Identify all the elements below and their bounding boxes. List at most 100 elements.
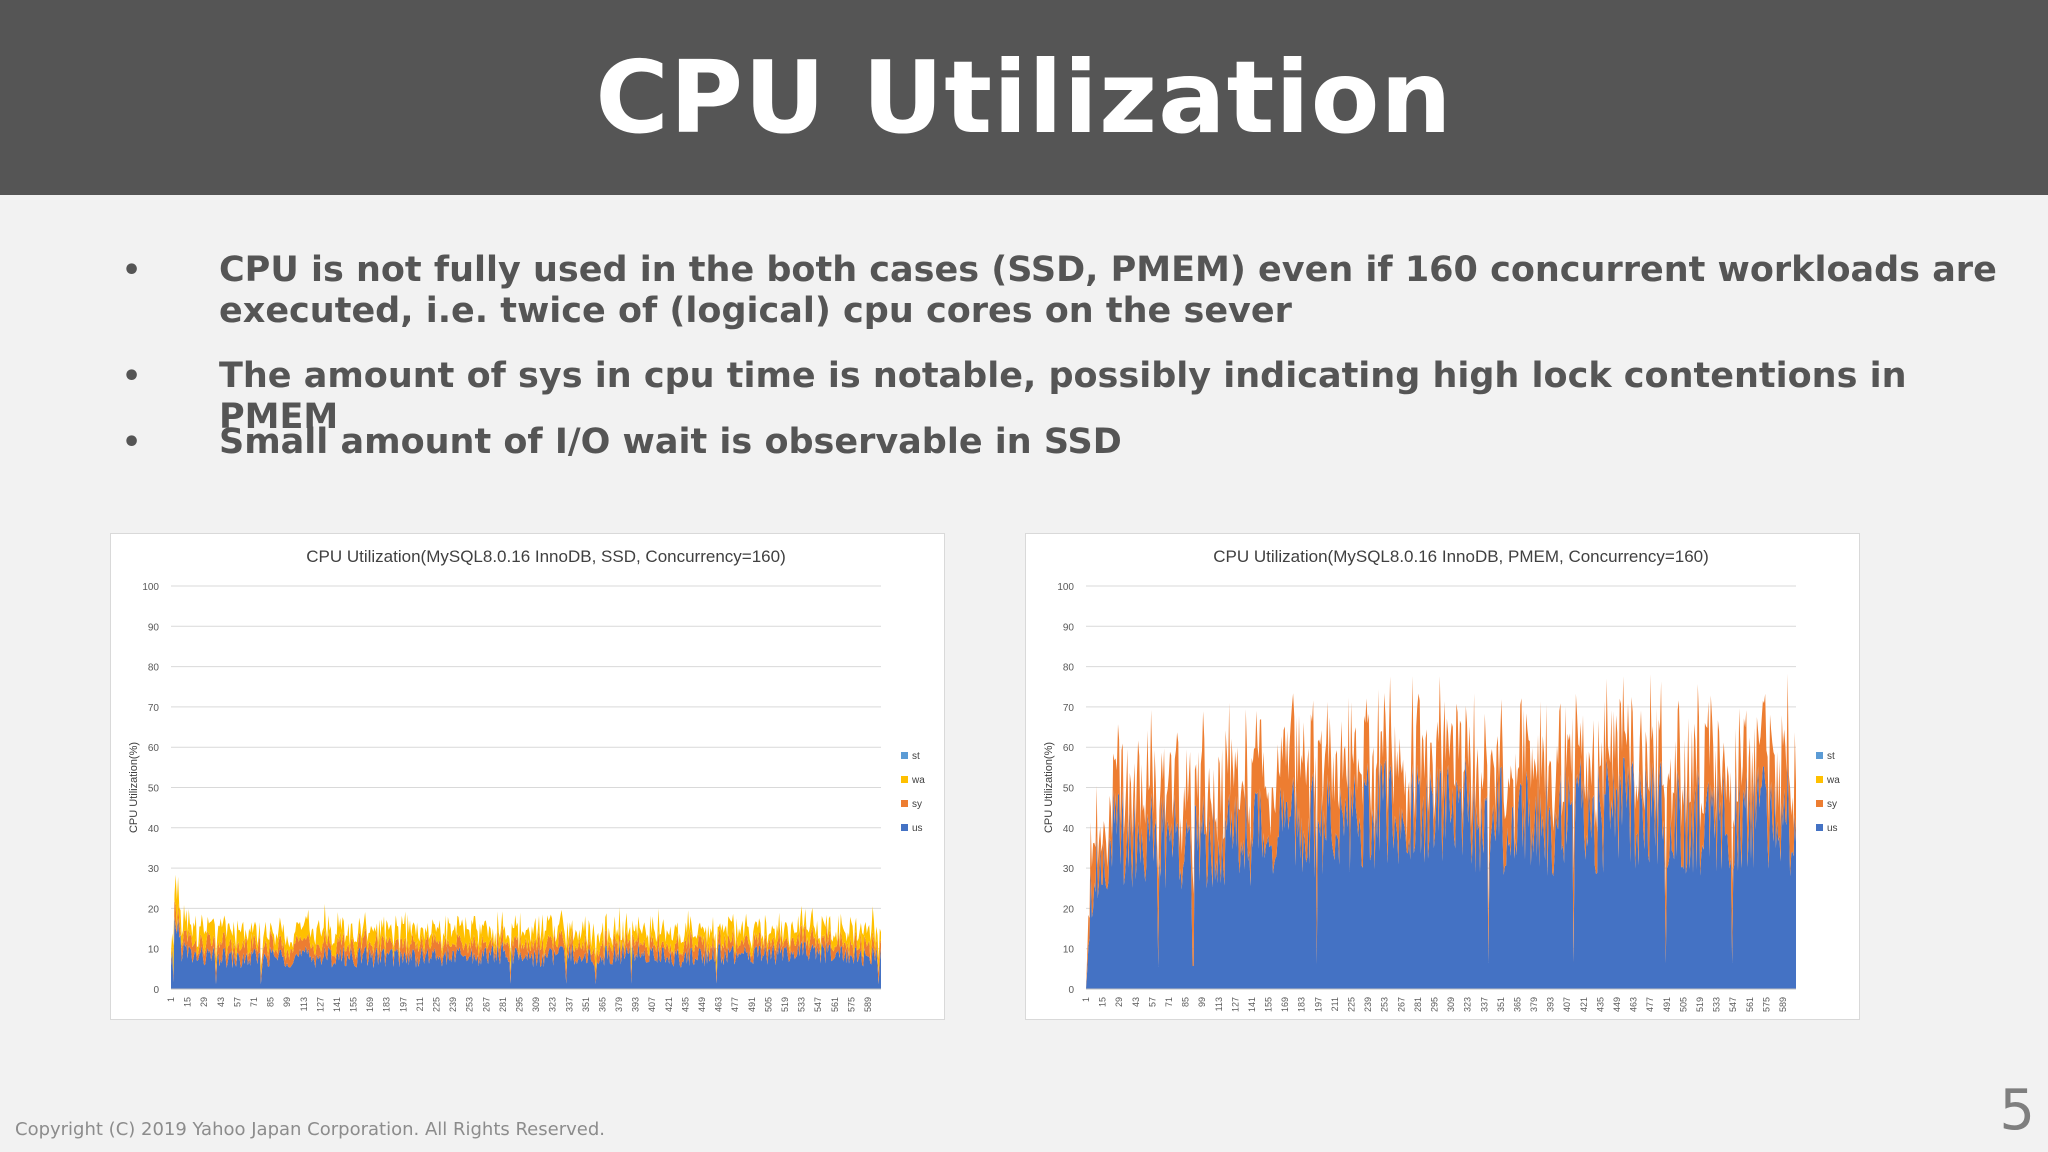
x-tick-label: 337	[564, 997, 574, 1012]
legend-swatch-wa	[901, 776, 908, 783]
x-tick-label: 393	[1546, 997, 1556, 1012]
x-tick-label: 1	[166, 997, 176, 1002]
bullet-dot: •	[122, 425, 142, 460]
x-tick-label: 113	[1214, 997, 1224, 1011]
x-tick-label: 309	[531, 997, 541, 1012]
legend-swatch-st	[901, 752, 908, 759]
x-tick-label: 85	[266, 997, 276, 1007]
bullet-text-line: Small amount of I/O wait is observable i…	[219, 422, 1122, 462]
x-tick-label: 365	[597, 997, 607, 1012]
x-tick-label: 197	[1313, 997, 1323, 1012]
x-tick-label: 197	[398, 997, 408, 1012]
y-tick-label: 100	[1057, 582, 1074, 593]
x-tick-label: 547	[813, 997, 823, 1012]
x-tick-label: 127	[1230, 997, 1240, 1012]
x-tick-label: 71	[249, 997, 259, 1007]
x-tick-label: 155	[349, 997, 359, 1012]
bullet-dot: •	[122, 253, 142, 288]
y-tick-label: 10	[1063, 945, 1075, 956]
x-tick-label: 407	[1562, 997, 1572, 1012]
x-tick-label: 183	[382, 997, 392, 1012]
y-tick-label: 30	[1063, 864, 1075, 875]
chart-title: CPU Utilization(MySQL8.0.16 InnoDB, SSD,…	[306, 547, 786, 566]
bullet-item: • Small amount of I/O wait is observable…	[118, 422, 1122, 463]
x-tick-label: 225	[1347, 997, 1357, 1012]
area-series-sy	[171, 900, 881, 985]
x-tick-label: 323	[1463, 997, 1473, 1012]
x-tick-label: 477	[730, 997, 740, 1012]
x-tick-label: 561	[830, 997, 840, 1012]
x-tick-label: 15	[183, 997, 193, 1007]
x-tick-label: 225	[432, 997, 442, 1012]
bullet-dot: •	[122, 359, 142, 394]
x-tick-label: 351	[1496, 997, 1506, 1012]
x-tick-label: 99	[282, 997, 292, 1007]
y-tick-label: 60	[1063, 743, 1075, 754]
y-tick-label: 50	[148, 784, 160, 795]
x-tick-label: 351	[581, 997, 591, 1012]
area-series-us	[171, 916, 881, 989]
x-tick-label: 547	[1728, 997, 1738, 1012]
bullet-text-line: CPU is not fully used in the both cases …	[219, 250, 1997, 290]
x-tick-label: 449	[697, 997, 707, 1012]
y-tick-label: 80	[1063, 663, 1075, 674]
x-tick-label: 393	[631, 997, 641, 1012]
x-tick-label: 211	[1330, 997, 1340, 1011]
x-tick-label: 365	[1512, 997, 1522, 1012]
legend-label-sy: sy	[912, 799, 922, 810]
y-tick-label: 80	[148, 663, 160, 674]
bullet-item: • CPU is not fully used in the both case…	[118, 250, 1997, 332]
x-tick-label: 127	[315, 997, 325, 1012]
x-tick-label: 575	[1761, 997, 1771, 1012]
chart-pmem: CPU Utilization(MySQL8.0.16 InnoDB, PMEM…	[1043, 547, 1840, 1012]
x-tick-label: 29	[199, 997, 209, 1007]
x-tick-label: 575	[846, 997, 856, 1012]
x-tick-label: 169	[365, 997, 375, 1012]
x-tick-label: 463	[714, 997, 724, 1012]
x-tick-label: 309	[1446, 997, 1456, 1012]
x-tick-label: 589	[863, 997, 873, 1012]
chart-ssd: CPU Utilization(MySQL8.0.16 InnoDB, SSD,…	[128, 547, 925, 1012]
x-tick-label: 449	[1612, 997, 1622, 1012]
x-tick-label: 253	[465, 997, 475, 1012]
copyright-footer: Copyright (C) 2019 Yahoo Japan Corporati…	[15, 1119, 605, 1140]
area-series-sy	[1086, 673, 1796, 989]
slide-title: CPU Utilization	[595, 39, 1453, 156]
chart-panel-ssd: CPU Utilization(MySQL8.0.16 InnoDB, SSD,…	[110, 533, 945, 1020]
legend-swatch-st	[1816, 752, 1823, 759]
x-tick-label: 267	[481, 997, 491, 1012]
x-tick-label: 57	[232, 997, 242, 1007]
x-tick-label: 505	[1678, 997, 1688, 1012]
y-tick-label: 40	[148, 824, 160, 835]
page-number: 5	[1999, 1078, 2035, 1143]
legend-swatch-sy	[1816, 800, 1823, 807]
x-tick-label: 253	[1380, 997, 1390, 1012]
x-tick-label: 239	[1363, 997, 1373, 1012]
x-tick-label: 421	[664, 997, 674, 1012]
y-tick-label: 30	[148, 864, 160, 875]
legend-label-wa: wa	[1826, 775, 1840, 786]
x-tick-label: 141	[1247, 997, 1257, 1012]
legend-label-st: st	[1827, 751, 1835, 762]
y-tick-label: 50	[1063, 784, 1075, 795]
x-tick-label: 491	[747, 997, 757, 1012]
x-tick-label: 589	[1778, 997, 1788, 1012]
legend-swatch-sy	[901, 800, 908, 807]
chart-title: CPU Utilization(MySQL8.0.16 InnoDB, PMEM…	[1213, 547, 1709, 566]
x-tick-label: 43	[1131, 997, 1141, 1007]
x-tick-label: 435	[680, 997, 690, 1012]
x-tick-label: 267	[1396, 997, 1406, 1012]
x-tick-label: 183	[1297, 997, 1307, 1012]
x-tick-label: 295	[514, 997, 524, 1012]
x-tick-label: 1	[1081, 997, 1091, 1002]
x-tick-label: 29	[1114, 997, 1124, 1007]
legend-label-st: st	[912, 751, 920, 762]
x-tick-label: 477	[1645, 997, 1655, 1012]
x-tick-label: 379	[1529, 997, 1539, 1012]
y-tick-label: 20	[148, 904, 160, 915]
y-tick-label: 10	[148, 945, 160, 956]
chart-panel-pmem: CPU Utilization(MySQL8.0.16 InnoDB, PMEM…	[1025, 533, 1860, 1020]
y-tick-label: 70	[1063, 703, 1075, 714]
x-tick-label: 281	[1413, 997, 1423, 1012]
x-tick-label: 281	[498, 997, 508, 1012]
